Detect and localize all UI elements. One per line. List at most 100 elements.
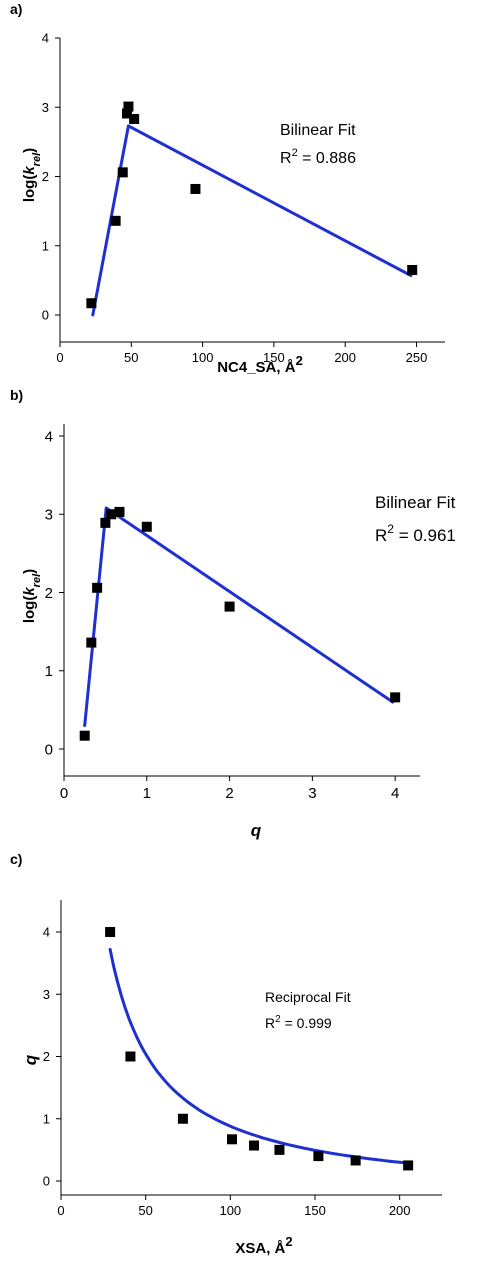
x-tick-label: 200 [389, 1203, 411, 1218]
y-tick-label: 2 [43, 1049, 50, 1064]
data-point [122, 108, 133, 119]
data-point [92, 582, 103, 593]
fit-r2: R2 = 0.999 [265, 1014, 332, 1031]
y-label-sub: rel [31, 152, 43, 166]
r2-value: = 0.999 [281, 1015, 332, 1031]
panel-label: b) [10, 387, 23, 403]
data-point [224, 601, 235, 612]
x-label-sup: 2 [285, 1234, 292, 1249]
x-label-text: XSA, Å [235, 1240, 285, 1257]
r2-exp: 2 [387, 522, 394, 536]
y-tick-label: 1 [42, 238, 49, 253]
x-tick-label: 150 [263, 350, 285, 365]
annotation: Bilinear Fit R2 = 0.886 [280, 122, 356, 167]
svg-text:q: q [21, 1054, 40, 1065]
panel-label: a) [10, 1, 22, 17]
data-point [114, 506, 125, 517]
y-axis-label: log(krel) [21, 148, 43, 202]
data-point [227, 1134, 238, 1145]
fit-title: Bilinear Fit [280, 122, 356, 139]
fit-line [91, 124, 413, 317]
y-tick-label: 4 [43, 925, 50, 940]
x-tick-label: 0 [60, 785, 68, 802]
x-tick-label: 2 [225, 785, 233, 802]
y-tick-label: 3 [43, 987, 50, 1002]
x-tick-label: 50 [124, 350, 138, 365]
y-axis-label: log(krel) [21, 569, 43, 623]
x-tick-label: 0 [56, 350, 63, 365]
data-point [190, 183, 201, 194]
data-point [125, 1051, 136, 1062]
r2-exp: 2 [292, 147, 298, 159]
panel-a: a) log(krel) NC4_SA, Å2 Bilinear Fit R2 … [10, 1, 445, 376]
y-axis-label: q [21, 1054, 40, 1065]
data-point [105, 927, 116, 937]
x-tick-label: 3 [308, 785, 316, 802]
x-tick-label: 200 [334, 350, 356, 365]
y-tick-label: 4 [42, 31, 49, 46]
data-point [141, 521, 152, 532]
data-point [313, 1151, 324, 1162]
y-tick-label: 0 [45, 741, 53, 758]
r2-exp: 2 [275, 1014, 281, 1025]
x-label-text: q [251, 821, 262, 840]
data-point [106, 509, 117, 520]
data-point [177, 1113, 188, 1124]
axes: 0 50 100 150 200 0 1 2 3 4 [43, 900, 442, 1218]
y-label-prefix: log( [21, 175, 38, 203]
data-point [86, 298, 97, 309]
r2-prefix: R [265, 1015, 275, 1031]
data-point [407, 264, 418, 275]
r2-prefix: R [375, 526, 387, 545]
annotation: Bilinear Fit R2 = 0.961 [375, 493, 456, 545]
fit-title: Bilinear Fit [375, 493, 456, 512]
x-tick-label: 150 [304, 1203, 326, 1218]
axes: 0 50 100 150 200 250 0 1 2 3 4 [42, 31, 445, 365]
data-point [403, 1160, 414, 1171]
x-tick-label: 100 [192, 350, 214, 365]
y-label-k: q [21, 1054, 40, 1065]
panel-c: c) q XSA, Å2 Reciprocal Fit R2 = 0.999 0… [10, 851, 442, 1257]
data-point [86, 637, 97, 648]
y-label-suffix: ) [21, 569, 38, 574]
x-axis-label: q [251, 821, 262, 840]
data-point [79, 730, 90, 741]
y-label-k: k [21, 166, 38, 175]
y-tick-label: 0 [42, 308, 49, 323]
panel-label: c) [10, 851, 22, 867]
y-tick-label: 2 [45, 585, 53, 602]
fit-r2: R2 = 0.886 [280, 147, 356, 167]
r2-value: = 0.961 [394, 526, 456, 545]
y-label-suffix: ) [21, 148, 38, 153]
data-point [350, 1155, 361, 1166]
x-axis-label: NC4_SA, Å2 [217, 353, 303, 376]
annotation: Reciprocal Fit R2 = 0.999 [265, 989, 351, 1031]
svg-text:log(krel): log(krel) [21, 569, 43, 623]
y-label-k: k [21, 587, 38, 596]
data-point [100, 517, 111, 528]
data-point [117, 167, 128, 178]
r2-value: = 0.886 [298, 150, 356, 167]
x-axis-label: XSA, Å2 [235, 1234, 292, 1257]
y-tick-label: 1 [45, 663, 53, 680]
y-tick-label: 1 [43, 1111, 50, 1126]
panel-b: b) log(krel) q Bilinear Fit R2 = 0.961 0… [10, 387, 456, 840]
x-tick-label: 250 [406, 350, 428, 365]
y-tick-label: 3 [42, 100, 49, 115]
x-tick-label: 0 [57, 1203, 64, 1218]
fit-line [83, 506, 395, 727]
fit-title: Reciprocal Fit [265, 989, 351, 1005]
data-point [123, 101, 134, 112]
x-label-text: NC4_SA, Å [217, 359, 296, 376]
x-tick-label: 1 [143, 785, 151, 802]
x-label-sup: 2 [296, 353, 303, 368]
axes: 0 1 2 3 4 0 1 2 3 4 [45, 424, 420, 802]
y-label-prefix: log( [21, 596, 38, 624]
data-point [110, 215, 121, 226]
data-point [129, 114, 140, 125]
fit-line [108, 947, 410, 1165]
y-tick-label: 4 [45, 428, 53, 445]
y-tick-label: 0 [43, 1174, 50, 1189]
svg-text:log(krel): log(krel) [21, 148, 43, 202]
